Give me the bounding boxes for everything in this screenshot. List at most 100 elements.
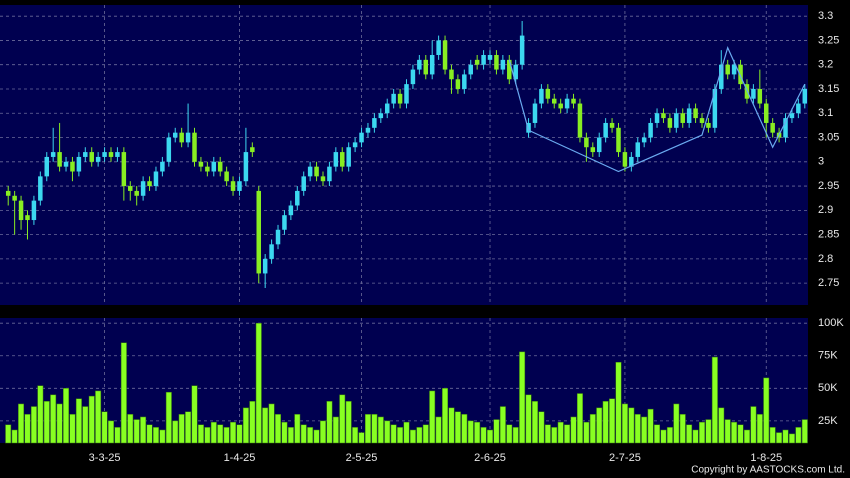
pattern-line bbox=[508, 45, 806, 173]
volume-bar bbox=[692, 429, 699, 444]
volume-bar bbox=[108, 420, 114, 444]
volume-bar bbox=[275, 414, 281, 444]
candle-body bbox=[230, 181, 236, 191]
candle-body bbox=[89, 152, 94, 162]
volume-bar bbox=[756, 414, 763, 444]
candle-body bbox=[83, 152, 88, 157]
volume-bar bbox=[127, 414, 134, 444]
volume-bar bbox=[461, 414, 468, 444]
volume-bar bbox=[557, 421, 564, 444]
volume-bar bbox=[666, 427, 673, 444]
volume-bar bbox=[731, 421, 738, 444]
y-tick-label: 100K bbox=[818, 317, 844, 329]
volume-bar bbox=[249, 401, 256, 444]
candle-body bbox=[5, 190, 11, 196]
candle-body bbox=[526, 122, 531, 133]
candle-body bbox=[275, 229, 281, 245]
volume-bar bbox=[88, 395, 95, 444]
volume-bar bbox=[442, 388, 449, 444]
x-tick-label: 3-3-25 bbox=[89, 452, 121, 464]
volume-bar bbox=[358, 432, 365, 444]
candle-body bbox=[365, 127, 371, 133]
volume-bar bbox=[705, 419, 712, 444]
y-tick-label: 3.1 bbox=[818, 107, 833, 119]
candle-body bbox=[12, 195, 17, 201]
volume-bar bbox=[75, 398, 82, 444]
volume-bar bbox=[782, 429, 789, 444]
volume-bar bbox=[281, 421, 288, 444]
candle-body bbox=[243, 152, 249, 182]
candle-body bbox=[166, 137, 172, 162]
candle-body bbox=[513, 64, 518, 80]
candle-body bbox=[198, 161, 204, 167]
y-tick-label: 3.3 bbox=[818, 10, 833, 22]
volume-bar bbox=[795, 427, 802, 444]
volume-bar bbox=[448, 407, 455, 444]
candle-body bbox=[622, 152, 628, 167]
candle-body bbox=[179, 132, 184, 143]
volume-bar bbox=[718, 407, 725, 444]
volume-bar bbox=[371, 414, 378, 444]
volume-bar bbox=[268, 403, 275, 444]
volume-bar bbox=[699, 421, 705, 444]
volume-bar bbox=[345, 401, 352, 444]
candle-body bbox=[38, 176, 43, 201]
volume-bar bbox=[236, 424, 243, 444]
x-tick-label: 1-8-25 bbox=[750, 452, 782, 464]
candle-body bbox=[50, 152, 56, 157]
volume-bar bbox=[416, 427, 423, 444]
candle-body bbox=[115, 152, 120, 157]
candle-body bbox=[95, 156, 101, 162]
volume-bar bbox=[628, 407, 635, 444]
candle-body bbox=[140, 181, 146, 196]
volume-bar bbox=[307, 427, 314, 444]
candle-body bbox=[31, 200, 37, 221]
candle-body bbox=[552, 98, 557, 104]
candle-body bbox=[224, 171, 229, 182]
volume-bar bbox=[589, 414, 596, 444]
volume-bar bbox=[634, 414, 641, 444]
candle-body bbox=[757, 88, 763, 104]
mark-layer bbox=[5, 21, 808, 444]
candle-body bbox=[468, 64, 473, 75]
y-tick-label: 75K bbox=[818, 350, 838, 362]
candle-body bbox=[102, 152, 107, 157]
volume-bar bbox=[525, 394, 532, 444]
volume-bar bbox=[242, 407, 249, 444]
volume-bar bbox=[300, 424, 307, 444]
candle-body bbox=[770, 122, 775, 133]
volume-bar bbox=[294, 414, 301, 444]
candle-body bbox=[648, 122, 653, 138]
price-panel bbox=[0, 5, 808, 305]
volume-bar bbox=[178, 414, 185, 444]
y-tick-label: 3.05 bbox=[818, 131, 839, 143]
volume-bar bbox=[506, 424, 513, 444]
y-tick-label: 2.85 bbox=[818, 229, 839, 241]
candle-body bbox=[359, 132, 364, 143]
candle-body bbox=[172, 132, 178, 138]
candle-body bbox=[384, 103, 390, 114]
volume-bar bbox=[769, 427, 776, 444]
volume-bar bbox=[146, 424, 153, 444]
grid-layer bbox=[0, 5, 808, 443]
volume-bar bbox=[763, 377, 770, 444]
candle-body bbox=[725, 64, 730, 75]
volume-bar bbox=[711, 356, 718, 444]
candle-body bbox=[629, 156, 634, 167]
volume-bar bbox=[114, 427, 121, 444]
candle-body bbox=[295, 190, 300, 206]
volume-bar bbox=[332, 416, 339, 444]
volume-bar bbox=[654, 424, 660, 444]
volume-bar bbox=[532, 401, 538, 444]
candle-body bbox=[442, 40, 448, 70]
candle-body bbox=[301, 176, 306, 191]
candle-body bbox=[417, 59, 422, 70]
volume-bar bbox=[56, 403, 63, 444]
volume-bar bbox=[499, 406, 506, 444]
candle-body bbox=[423, 59, 429, 75]
candle-body bbox=[269, 244, 274, 259]
volume-bar bbox=[544, 424, 551, 444]
candle-body bbox=[391, 93, 396, 104]
volume-bar bbox=[602, 401, 609, 444]
volume-bar bbox=[320, 420, 326, 444]
